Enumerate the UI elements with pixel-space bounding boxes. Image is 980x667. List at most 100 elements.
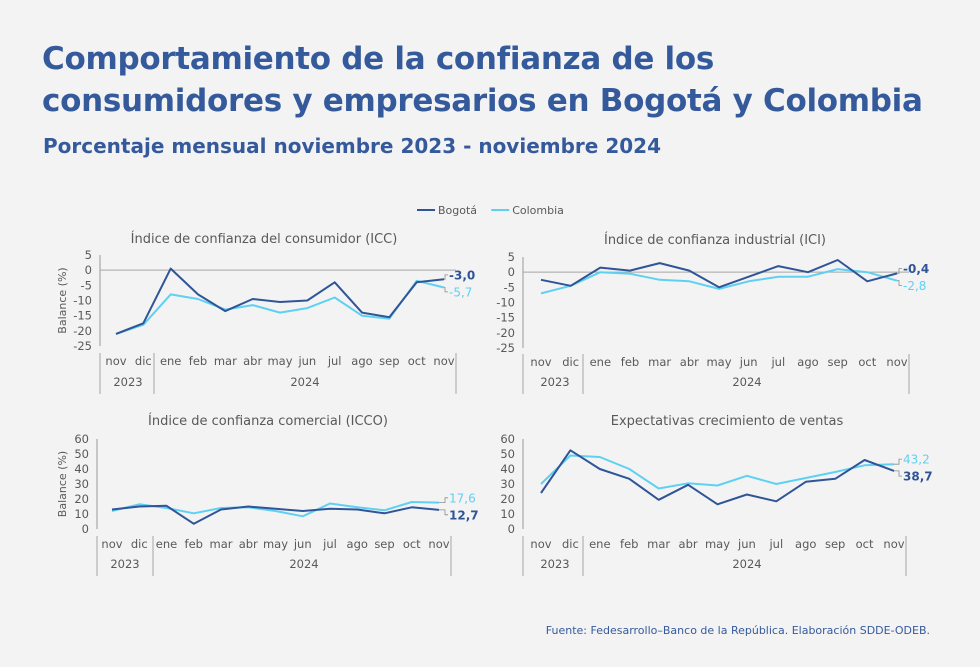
y-tick-label: 10 bbox=[500, 507, 515, 521]
y-tick-label: -20 bbox=[73, 324, 92, 338]
y-tick-label: 10 bbox=[74, 507, 89, 521]
y-tick-label: -10 bbox=[73, 294, 92, 308]
x-tick-label: jul bbox=[327, 354, 342, 368]
x-tick-label: feb bbox=[189, 354, 207, 368]
y-tick-label: -5 bbox=[504, 280, 515, 294]
end-label-leader-colombia bbox=[897, 280, 902, 286]
x-tick-label: jul bbox=[322, 537, 337, 551]
end-label-leader-bogota bbox=[894, 470, 902, 477]
x-tick-label: ene bbox=[160, 354, 181, 368]
x-tick-label: may bbox=[267, 354, 292, 368]
y-tick-label: 60 bbox=[500, 432, 515, 446]
series-line-bogota bbox=[111, 504, 440, 525]
y-axis-label: Balance (%) bbox=[56, 451, 69, 517]
end-label-leader-colombia bbox=[439, 497, 448, 504]
y-axis-label: Balance (%) bbox=[56, 267, 69, 333]
y-tick-label: 50 bbox=[74, 447, 89, 461]
x-tick-label: jun bbox=[293, 537, 312, 551]
legend: Bogotá Colombia bbox=[417, 204, 564, 217]
x-tick-label: abr bbox=[680, 355, 699, 369]
year-label-2023: 2023 bbox=[540, 375, 569, 389]
chart-4: Expectativas crecimiento de ventas 605040… bbox=[500, 414, 933, 576]
x-tick-label: nov bbox=[433, 354, 454, 368]
x-tick-label: feb bbox=[185, 537, 203, 551]
x-tick-label: ene bbox=[156, 537, 177, 551]
x-tick-label: dic bbox=[562, 355, 579, 369]
x-tick-label: abr bbox=[243, 354, 262, 368]
chart-title: Índice de confianza comercial (ICCO) bbox=[148, 413, 388, 429]
year-label-2024: 2024 bbox=[732, 375, 761, 389]
y-tick-label: -10 bbox=[496, 296, 515, 310]
chart-title: Expectativas crecimiento de ventas bbox=[611, 414, 844, 429]
x-tick-label: oct bbox=[408, 354, 426, 368]
x-tick-label: ene bbox=[589, 537, 610, 551]
end-label-leader-colombia bbox=[894, 458, 902, 465]
y-tick-label: 5 bbox=[85, 248, 92, 262]
x-tick-label: mar bbox=[214, 354, 237, 368]
series-line-colombia bbox=[111, 501, 440, 518]
end-label-bogota: 38,7 bbox=[903, 470, 933, 484]
series-line-colombia bbox=[540, 268, 898, 295]
x-tick-label: ago bbox=[795, 537, 816, 551]
x-tick-label: ago bbox=[351, 354, 372, 368]
year-label-2023: 2023 bbox=[540, 557, 569, 571]
y-tick-label: -5 bbox=[81, 278, 92, 292]
x-tick-label: nov bbox=[101, 537, 122, 551]
x-tick-label: oct bbox=[403, 537, 421, 551]
y-tick-label: 30 bbox=[500, 477, 515, 491]
x-tick-label: sep bbox=[379, 354, 399, 368]
legend-label-colombia: Colombia bbox=[512, 204, 564, 217]
y-tick-label: -20 bbox=[496, 326, 515, 340]
x-tick-label: ago bbox=[347, 537, 368, 551]
x-tick-label: may bbox=[705, 537, 730, 551]
end-label-colombia: -2,8 bbox=[903, 279, 926, 293]
y-tick-label: -15 bbox=[496, 311, 515, 325]
y-tick-label: 50 bbox=[500, 447, 515, 461]
x-tick-label: feb bbox=[621, 355, 639, 369]
series-line-bogota bbox=[115, 267, 445, 335]
x-tick-label: mar bbox=[210, 537, 233, 551]
chart-2: Índice de confianza industrial (ICI) 50-5… bbox=[496, 232, 929, 394]
end-label-leader-bogota bbox=[897, 268, 902, 274]
legend-label-bogota: Bogotá bbox=[438, 204, 477, 217]
end-label-bogota: -3,0 bbox=[449, 268, 475, 282]
end-label-colombia: 43,2 bbox=[903, 453, 930, 467]
y-tick-label: -25 bbox=[73, 339, 92, 353]
x-tick-label: may bbox=[263, 537, 288, 551]
series-line-colombia bbox=[115, 279, 445, 335]
x-tick-label: feb bbox=[620, 537, 638, 551]
y-tick-label: 5 bbox=[508, 250, 515, 264]
series-line-colombia bbox=[540, 454, 895, 490]
source-note: Fuente: Fedesarrollo–Banco de la Repúbli… bbox=[545, 624, 930, 637]
page-title: Comportamiento de la confianza de los co… bbox=[42, 41, 923, 119]
end-label-bogota: 12,7 bbox=[449, 508, 479, 522]
y-tick-label: 20 bbox=[74, 492, 89, 506]
year-label-2023: 2023 bbox=[110, 557, 139, 571]
x-tick-label: ago bbox=[797, 355, 818, 369]
y-tick-label: 0 bbox=[82, 522, 89, 536]
end-label-leader-bogota bbox=[439, 509, 448, 516]
end-label-bogota: -0,4 bbox=[903, 262, 929, 276]
x-tick-label: jul bbox=[770, 355, 785, 369]
chart-title: Índice de confianza industrial (ICI) bbox=[604, 232, 826, 248]
year-label-2024: 2024 bbox=[289, 557, 318, 571]
series-line-bogota bbox=[540, 449, 895, 506]
x-tick-label: sep bbox=[827, 355, 847, 369]
x-tick-label: jun bbox=[297, 354, 316, 368]
x-tick-label: nov bbox=[883, 537, 904, 551]
x-tick-label: jun bbox=[739, 355, 758, 369]
x-tick-label: nov bbox=[530, 355, 551, 369]
x-tick-label: mar bbox=[648, 355, 671, 369]
x-tick-label: abr bbox=[239, 537, 258, 551]
x-tick-label: mar bbox=[647, 537, 670, 551]
x-tick-label: sep bbox=[825, 537, 845, 551]
year-label-2023: 2023 bbox=[113, 375, 142, 389]
x-tick-label: dic bbox=[131, 537, 148, 551]
y-tick-label: 60 bbox=[74, 432, 89, 446]
end-label-colombia: -5,7 bbox=[449, 285, 472, 299]
y-tick-label: 0 bbox=[85, 263, 92, 277]
chart-3: Índice de confianza comercial (ICCO) 6050… bbox=[56, 413, 479, 576]
end-label-leader-bogota bbox=[444, 274, 448, 280]
x-tick-label: sep bbox=[374, 537, 394, 551]
